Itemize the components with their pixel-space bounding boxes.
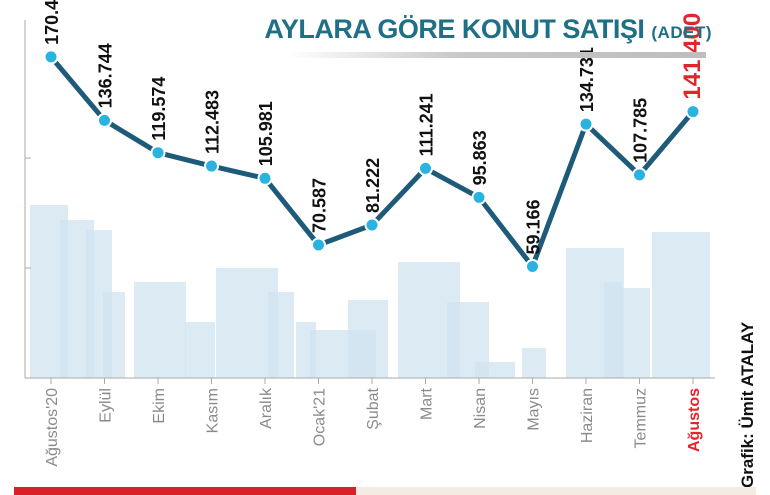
data-label: 59.166 xyxy=(524,199,544,254)
data-label: 70.587 xyxy=(310,178,330,233)
data-label: 95.863 xyxy=(470,130,490,185)
data-label: 134.731 xyxy=(577,47,597,112)
data-label: 81.222 xyxy=(363,158,383,213)
x-tick-label: Kasım xyxy=(205,388,222,433)
x-tick-label: Ağustos xyxy=(686,388,703,452)
data-point xyxy=(578,116,594,132)
background-building xyxy=(268,292,294,378)
data-label: 136.744 xyxy=(96,43,116,108)
x-tick-label: Şubat xyxy=(365,387,382,429)
x-tick-label: Eylül xyxy=(98,388,115,423)
data-point xyxy=(418,160,433,176)
data-point xyxy=(43,49,59,65)
graphic-credit: Grafik: Ümit ATALAY xyxy=(738,321,757,488)
background-building xyxy=(348,300,388,378)
data-point xyxy=(97,112,112,128)
data-point xyxy=(311,237,326,253)
background-building xyxy=(652,232,710,378)
data-point xyxy=(364,217,380,233)
background-building xyxy=(216,268,278,378)
data-points xyxy=(43,49,701,275)
background-building xyxy=(620,288,650,378)
bottom-accent-bar xyxy=(14,487,356,495)
background-building xyxy=(522,348,546,378)
data-point xyxy=(471,189,487,205)
data-point xyxy=(685,104,701,120)
title-underline xyxy=(288,52,706,58)
chart-title: AYLARA GÖRE KONUT SATIŞI (ADET) xyxy=(264,14,712,45)
bottom-bar-light xyxy=(356,487,756,495)
chart-title-text: AYLARA GÖRE KONUT SATIŞI xyxy=(264,14,645,44)
x-tick-labels: Ağustos'20 Eylül Ekim Kasım Aralık Ocak'21 Şub… xyxy=(44,387,703,467)
data-label: 112.483 xyxy=(203,90,223,154)
x-tick-label: Ekim xyxy=(151,388,168,424)
data-point xyxy=(525,259,540,275)
x-tick-label: Temmuz xyxy=(633,388,650,448)
x-tick-label: Ağustos'20 xyxy=(44,388,61,467)
x-tick-label: Mayıs xyxy=(526,388,543,431)
data-point xyxy=(632,167,647,183)
data-label: 119.574 xyxy=(149,77,169,141)
background-building xyxy=(134,282,186,378)
data-label: 170.408 xyxy=(42,0,62,45)
x-tick-label: Aralık xyxy=(258,387,275,429)
background-building xyxy=(185,322,215,378)
background-buildings xyxy=(30,205,710,378)
background-building xyxy=(604,282,622,378)
x-tick-label: Haziran xyxy=(579,388,596,443)
background-building xyxy=(475,362,515,378)
x-tick-label: Ocak'21 xyxy=(312,388,329,446)
data-point xyxy=(257,170,273,186)
x-tick-label: Nisan xyxy=(472,388,489,429)
background-building xyxy=(103,292,125,378)
chart-title-unit: (ADET) xyxy=(651,23,712,42)
data-point xyxy=(150,145,166,161)
data-point xyxy=(204,158,219,174)
data-label: 105.981 xyxy=(256,101,276,166)
x-tick-label: Mart xyxy=(419,387,436,420)
data-label: 107.785 xyxy=(631,98,651,163)
x-ticks xyxy=(50,378,694,384)
data-label: 111.241 xyxy=(417,93,437,156)
chart-axes xyxy=(24,20,715,379)
